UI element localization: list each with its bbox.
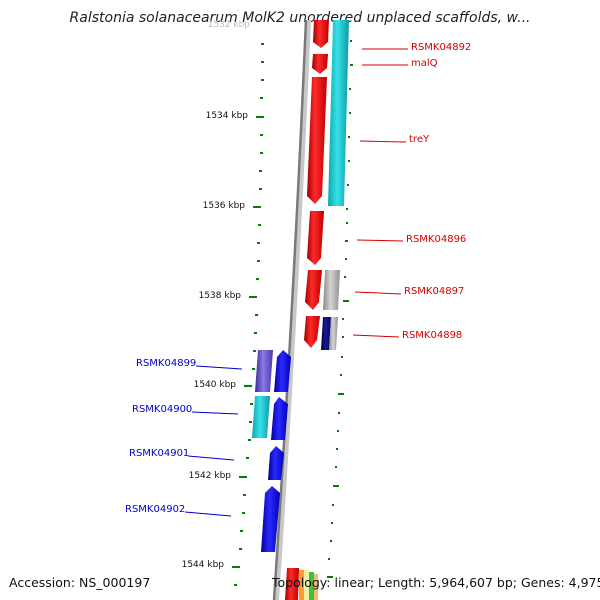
gene-label-rsmk04899[interactable]: RSMK04899 bbox=[136, 358, 197, 369]
gene-label-rsmk04897[interactable]: RSMK04897 bbox=[404, 286, 465, 297]
gene-trey-shape bbox=[307, 77, 327, 204]
scale-ticks bbox=[232, 43, 264, 586]
gene-label-rsmk04902[interactable]: RSMK04902 bbox=[125, 504, 186, 515]
gene-cyan-shape bbox=[328, 20, 349, 206]
gene-rsmk04900-shape bbox=[271, 397, 288, 440]
genome-stats-text: Topology: linear; Length: 5,964,607 bp; … bbox=[272, 575, 600, 590]
gene-label-rsmk04900[interactable]: RSMK04900 bbox=[132, 404, 193, 415]
tick-label-1540: 1540 kbp bbox=[193, 380, 236, 390]
tick-label-1538: 1538 kbp bbox=[198, 291, 241, 301]
gene-label-rsmk04892[interactable]: RSMK04892 bbox=[411, 42, 472, 53]
gene-label-malq[interactable]: malQ bbox=[411, 58, 438, 69]
gene-malq-shape bbox=[312, 54, 328, 74]
gene-label-rsmk04901[interactable]: RSMK04901 bbox=[129, 448, 190, 459]
gene-label-trey[interactable]: treY bbox=[409, 134, 430, 145]
tick-label-partial: 1532 kbp bbox=[207, 20, 250, 30]
gene-rsmk04902-shape bbox=[261, 486, 280, 552]
tick-label-1534: 1534 kbp bbox=[205, 111, 248, 121]
tick-label-1544: 1544 kbp bbox=[181, 560, 224, 570]
gene-rsmk04898-navy bbox=[321, 317, 331, 350]
reverse-genes bbox=[252, 350, 291, 552]
gene-rsmk04897-shape bbox=[305, 270, 322, 310]
forward-genes bbox=[285, 20, 349, 600]
gene-rsmk04901-shape bbox=[268, 446, 284, 480]
gene-rsmk04898-shape bbox=[304, 316, 320, 348]
gene-rsmk04896-shape bbox=[307, 211, 324, 265]
gene-label-rsmk04898[interactable]: RSMK04898 bbox=[402, 330, 463, 341]
label-leaders bbox=[184, 48, 408, 517]
accession-text: Accession: NS_000197 bbox=[9, 575, 151, 590]
right-guide-dots bbox=[327, 40, 353, 578]
chromosome-backbone bbox=[273, 19, 311, 600]
gene-rsmk04899-shape bbox=[274, 350, 291, 392]
map-title: Ralstonia solanacearum MolK2 unordered u… bbox=[69, 10, 531, 26]
gene-rsmk04897-gray bbox=[323, 270, 340, 310]
gene-bottom-red bbox=[285, 568, 299, 600]
gene-label-rsmk04896[interactable]: RSMK04896 bbox=[406, 234, 467, 245]
gene-rsmk04898-gray bbox=[329, 317, 338, 350]
tick-label-1536: 1536 kbp bbox=[202, 201, 245, 211]
gene-rsmk04892-shape bbox=[313, 20, 329, 48]
gene-rsmk04899-purple bbox=[255, 350, 273, 392]
tick-label-1542: 1542 kbp bbox=[188, 471, 231, 481]
gene-rsmk04900-cyan bbox=[252, 396, 270, 438]
